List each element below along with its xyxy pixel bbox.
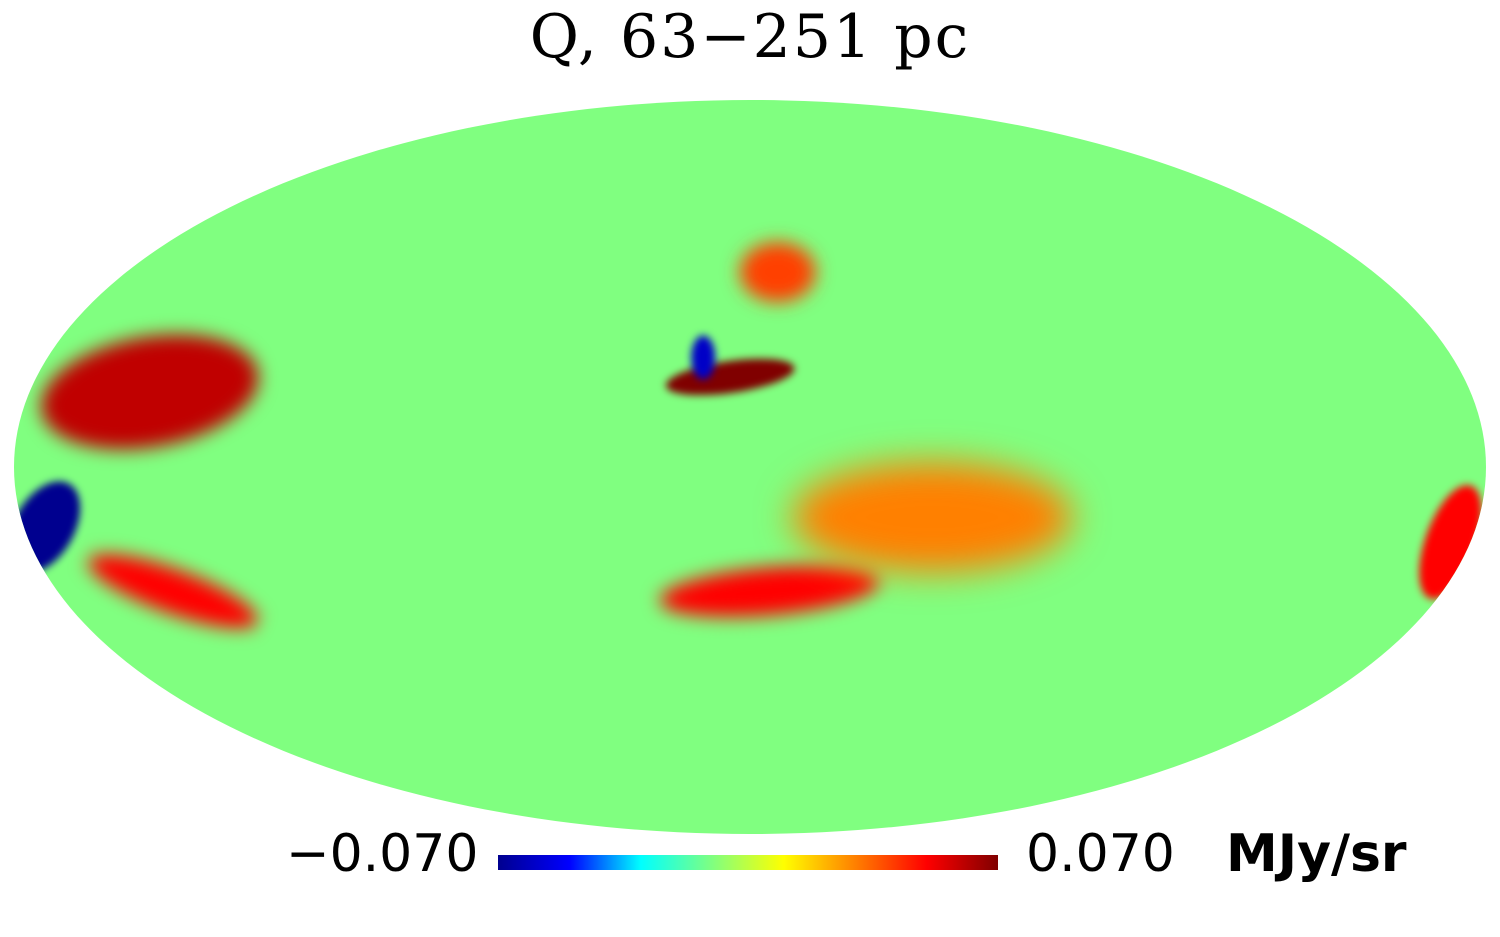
map-feature-right-edge-mixed — [1419, 485, 1482, 600]
map-feature-lower-left-band — [87, 554, 258, 629]
sky-background — [14, 100, 1486, 834]
colorbar — [498, 855, 998, 870]
map-feature-south-central-band — [659, 565, 879, 617]
colorbar-min-label: −0.070 — [286, 824, 479, 884]
colorbar-unit-label: MJy/sr — [1226, 824, 1407, 884]
map-feature-north-central-negative — [691, 335, 716, 380]
colorbar-max-label: 0.070 — [1026, 824, 1175, 884]
map-feature-upper-left-lobe — [40, 334, 259, 450]
map-feature-upper-patch — [739, 242, 816, 303]
chart-title: Q, 63−251 pc — [529, 2, 971, 72]
map-feature-central-right-patches — [792, 462, 1073, 573]
